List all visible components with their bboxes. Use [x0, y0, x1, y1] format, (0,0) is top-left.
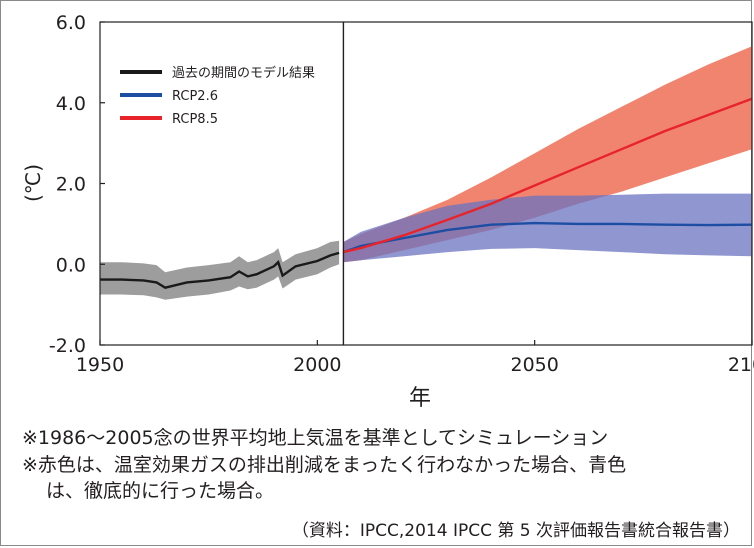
legend-label: 過去の期間のモデル結果	[172, 65, 315, 81]
x-axis-label: 年	[409, 386, 431, 411]
y-tick-label: 6.0	[56, 12, 86, 34]
line-RCP8.5	[343, 97, 753, 254]
axes: -2.0 0.0 2.0 4.0 6.0 1950 2000 2050 2100 年 (℃)	[21, 12, 754, 411]
band-RCP2.6	[343, 193, 752, 263]
series-lines	[100, 97, 753, 289]
note-colors: ※赤色は、温室効果ガスの排出削減をまったく行わなかった場合、青色	[22, 454, 627, 476]
note-baseline: ※1986～2005念の世界平均地上気温を基準としてシミュレーション	[22, 427, 609, 449]
uncertainty-bands	[100, 46, 752, 300]
x-tick-label: 2050	[510, 354, 558, 376]
y-tick-label: 0.0	[56, 254, 86, 276]
band-過去の期間のモデル結果	[100, 240, 340, 300]
legend-label: RCP2.6	[172, 89, 218, 104]
legend: 過去の期間のモデル結果 RCP2.6 RCP8.5	[120, 65, 315, 127]
y-axis-label: (℃)	[21, 164, 45, 202]
y-tick-label: 4.0	[56, 93, 86, 115]
note-colors-cont: は、徹底的に行った場合。	[46, 480, 275, 502]
legend-label: RCP8.5	[172, 112, 218, 127]
y-tick-label: 2.0	[56, 174, 86, 196]
temperature-chart: -2.0 0.0 2.0 4.0 6.0 1950 2000 2050 2100 年 (℃) 過去の…	[21, 12, 754, 411]
line-過去の期間のモデル結果	[100, 251, 340, 289]
y-tick-label: -2.0	[49, 335, 86, 357]
source-citation: （資料：IPCC,2014 IPCC 第 5 次評価報告書統合報告書）	[291, 521, 740, 541]
x-tick-label: 2100	[728, 354, 754, 376]
x-tick-label: 2000	[293, 354, 341, 376]
x-tick-label: 1950	[76, 354, 124, 376]
